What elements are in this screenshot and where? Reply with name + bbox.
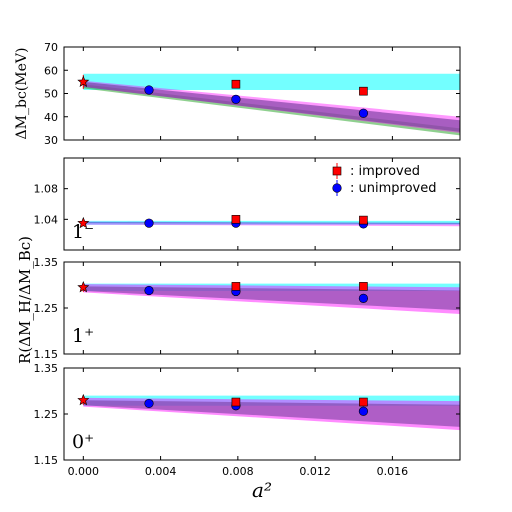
improved-point: [359, 215, 368, 225]
legend-label: : improved: [350, 164, 420, 179]
y-tick-label: 70: [44, 41, 58, 54]
x-tick-label: 0.016: [377, 465, 409, 478]
y-tick-label: 1.04: [34, 213, 59, 226]
improved-point: [231, 215, 241, 224]
y-tick-label: 1.15: [34, 454, 59, 467]
panel-ratio-1minus: 1.04 1.08 1⁻: [34, 157, 461, 251]
unimproved-point: [358, 293, 369, 303]
y-tick-label: 1.25: [34, 302, 59, 315]
plot-area: [77, 280, 460, 314]
continuum-star: [77, 280, 90, 293]
panel-delta-mbc: 30 40 50 60 70 ΔM_bc(MeV): [14, 41, 461, 147]
y-tick-label: 30: [44, 134, 58, 147]
y-tick-label: 1.25: [34, 408, 59, 421]
x-axis-label: a²: [252, 478, 272, 502]
unimproved-point: [231, 94, 241, 104]
y-tick-label: 40: [44, 111, 58, 124]
legend-label: : unimproved: [350, 181, 436, 196]
plot-area: [77, 215, 460, 229]
panel-ratio-1plus: 1.15 1.25 1.35 1⁺: [34, 256, 461, 361]
panel-label: 1⁺: [72, 325, 94, 347]
continuum-star: [77, 75, 90, 87]
improved-point: [231, 79, 241, 89]
unimproved-point: [144, 398, 154, 409]
panel-label: 0⁺: [72, 431, 94, 453]
x-tick-label: 0.012: [299, 465, 331, 478]
x-tick-label: 0.000: [68, 465, 100, 478]
y-tick-label: 1.08: [34, 183, 59, 196]
y-tick-label: 1.35: [34, 256, 59, 269]
improved-point: [359, 282, 368, 291]
panels-layer: 3040506070ΔM_bc(MeV)1.041.081⁻1.151.251.…: [14, 41, 461, 478]
plot-area: [77, 73, 460, 136]
unimproved-point: [358, 108, 369, 118]
x-tick-label: 0.004: [145, 465, 177, 478]
fit-band-purple-overlap: [83, 286, 460, 311]
legend: : improved : unimproved: [332, 163, 436, 196]
y-tick-label: 1.15: [34, 348, 59, 361]
fit-band-purple-overlap: [83, 400, 460, 427]
improved-point: [231, 282, 241, 291]
unimproved-point: [144, 285, 154, 296]
improved-point: [231, 397, 241, 407]
plot-area: [77, 393, 460, 431]
legend-marker-improved: [332, 166, 342, 176]
fit-band-purple-overlap: [83, 81, 460, 132]
fit-band-cyan: [83, 73, 460, 91]
y-tick-label: 60: [44, 64, 58, 77]
unimproved-point: [358, 406, 369, 416]
legend-marker-unimproved: [332, 183, 342, 193]
y-tick-label: 1.35: [34, 362, 59, 375]
improved-point: [359, 86, 368, 96]
y-axis-label: ΔM_bc(MeV): [14, 48, 30, 140]
continuum-star: [77, 393, 90, 406]
panel-ratio-0plus: 1.15 1.25 1.35 0.000 0.004 0.008 0.012 0.016 0⁺: [34, 362, 461, 478]
improved-point: [359, 397, 368, 407]
unimproved-point: [144, 85, 154, 95]
x-tick-label: 0.008: [222, 465, 254, 478]
continuum-star: [77, 216, 90, 229]
panel-frame: [63, 157, 461, 251]
shared-y-axis-label: R(ΔM_H/ΔM_Bc): [16, 236, 34, 364]
unimproved-point: [144, 218, 154, 228]
y-tick-label: 50: [44, 88, 58, 101]
panel-label: 1⁻: [72, 221, 94, 243]
